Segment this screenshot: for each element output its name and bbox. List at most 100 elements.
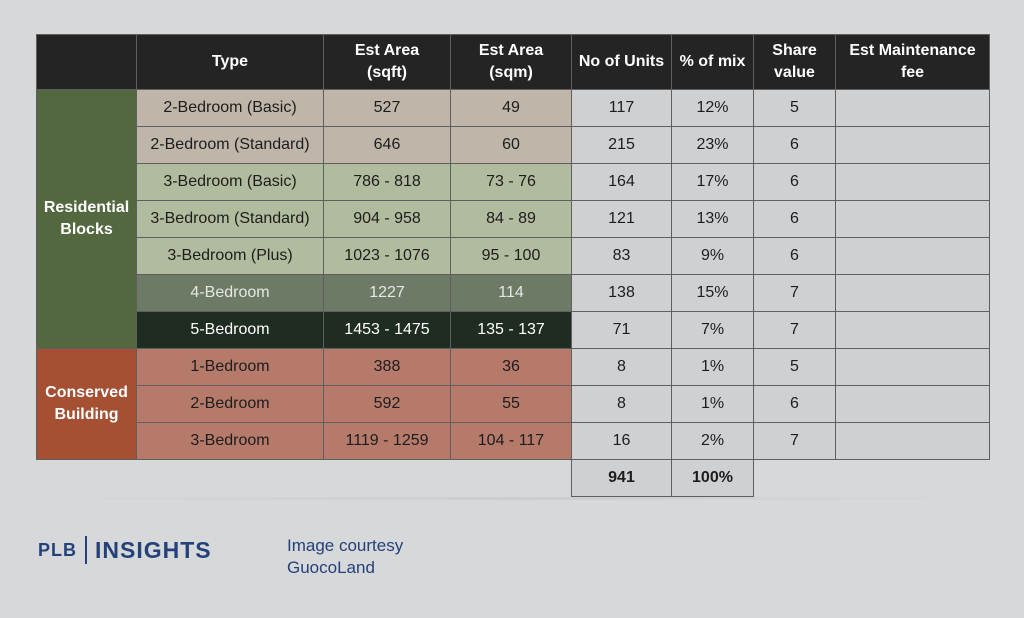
divider [36,497,990,500]
table-row: Residential Blocks 2-Bedroom (Basic) 527 49 1… [36,89,990,349]
group-label: Residential Blocks [36,89,137,349]
area-sqm-cell: 49 [450,89,572,127]
area-sqm-cell: 104 - 117 [450,422,572,460]
share-value-cell: 6 [753,385,836,423]
maintenance-fee-cell [835,163,990,201]
area-sqm-cell: 36 [450,348,572,386]
units-cell: 215 [571,126,672,164]
table-row: 2-Bedroom (Standard) 646 60 215 23% 6 [37,126,990,164]
area-sqft-cell: 1023 - 1076 [323,237,451,275]
courtesy-source: GuocoLand [287,558,375,577]
group-label: Conserved Building [36,348,137,460]
area-sqm-cell: 95 - 100 [450,237,572,275]
group-label-line: Residential [43,199,130,216]
area-sqft-cell: 786 - 818 [323,163,451,201]
mix-cell: 17% [671,163,754,201]
mix-cell: 23% [671,126,754,164]
mix-cell: 13% [671,200,754,238]
table-row: 2-Bedroom 592 55 8 1% 6 [37,385,990,423]
maintenance-fee-cell [835,237,990,275]
unit-type-cell: 2-Bedroom (Basic) [136,89,324,127]
logo-insights-text: INSIGHTS [95,536,212,563]
share-value-cell: 6 [753,200,836,238]
table-row: 3-Bedroom 1119 - 1259 104 - 117 16 2% 7 [37,422,990,460]
totals-row: 941 100% [37,459,990,497]
unit-type-cell: 3-Bedroom (Standard) [136,200,324,238]
units-cell: 8 [571,385,672,423]
logo-plb-text: PLB [38,539,77,560]
mix-header: % of mix [671,34,754,90]
units-cell: 138 [571,274,672,312]
logo-divider [85,536,87,564]
plb-insights-logo: PLB INSIGHTS [38,536,212,564]
mix-cell: 7% [671,311,754,349]
area-sqft-cell: 1119 - 1259 [323,422,451,460]
area-sqft-cell: 388 [323,348,451,386]
mix-cell: 2% [671,422,754,460]
units-header: No of Units [571,34,672,90]
area-sqft-header: Est Area (sqft) [323,34,451,90]
area-sqft-cell: 1453 - 1475 [323,311,451,349]
share-value-cell: 6 [753,237,836,275]
maintenance-fee-cell [835,385,990,423]
area-sqm-cell: 55 [450,385,572,423]
unit-type-cell: 1-Bedroom [136,348,324,386]
group-header [36,34,137,90]
share-value-cell: 5 [753,348,836,386]
unit-type-cell: 3-Bedroom (Basic) [136,163,324,201]
group-label-line: Building [54,406,119,423]
courtesy-label: Image courtesy [287,536,404,555]
area-sqft-cell: 646 [323,126,451,164]
area-sqm-cell: 114 [450,274,572,312]
unit-type-cell: 2-Bedroom [136,385,324,423]
table-row: 3-Bedroom (Standard) 904 - 958 84 - 89 121 1… [37,200,990,238]
mix-cell: 1% [671,385,754,423]
group-label-line: Blocks [60,221,113,238]
area-sqft-cell: 904 - 958 [323,200,451,238]
units-cell: 121 [571,200,672,238]
share-value-cell: 6 [753,126,836,164]
share-value-cell: 7 [753,274,836,312]
maintenance-fee-cell [835,422,990,460]
unit-type-cell: 2-Bedroom (Standard) [136,126,324,164]
maintenance-fee-cell [835,348,990,386]
maintenance-fee-cell [835,311,990,349]
table-row: 4-Bedroom 1227 114 138 15% 7 [37,274,990,312]
units-cell: 117 [571,89,672,127]
units-cell: 164 [571,163,672,201]
table-row: Conserved Building 1-Bedroom 388 36 8 1% 5 [36,348,990,460]
area-sqm-cell: 135 - 137 [450,311,572,349]
area-sqft-cell: 1227 [323,274,451,312]
mix-cell: 12% [671,89,754,127]
unit-type-cell: 4-Bedroom [136,274,324,312]
area-sqm-cell: 60 [450,126,572,164]
area-sqm-cell: 73 - 76 [450,163,572,201]
header-row: Type Est Area (sqft) Est Area (sqm) No of … [36,34,990,90]
mix-cell: 1% [671,348,754,386]
maintenance-fee-cell [835,200,990,238]
total-mix: 100% [671,459,754,497]
unit-type-cell: 3-Bedroom [136,422,324,460]
image-courtesy: Image courtesy GuocoLand [287,535,403,579]
maintenance-fee-cell [835,89,990,127]
table-row: 3-Bedroom (Basic) 786 - 818 73 - 76 164 17% 6 [37,163,990,201]
unit-type-cell: 5-Bedroom [136,311,324,349]
mix-cell: 9% [671,237,754,275]
maintenance-fee-cell [835,274,990,312]
maintenance-fee-header: Est Maintenance fee [835,34,990,90]
units-cell: 71 [571,311,672,349]
area-sqm-header: Est Area (sqm) [450,34,572,90]
total-units: 941 [571,459,672,497]
share-value-cell: 7 [753,422,836,460]
group-label-line: Conserved [45,384,128,401]
unit-type-cell: 3-Bedroom (Plus) [136,237,324,275]
units-cell: 83 [571,237,672,275]
maintenance-fee-cell [835,126,990,164]
units-cell: 8 [571,348,672,386]
table-row: 5-Bedroom 1453 - 1475 135 - 137 71 7% 7 [37,311,990,349]
units-cell: 16 [571,422,672,460]
share-value-cell: 5 [753,89,836,127]
unit-mix-table: Type Est Area (sqft) Est Area (sqm) No of … [36,34,990,497]
area-sqm-cell: 84 - 89 [450,200,572,238]
table-row: 3-Bedroom (Plus) 1023 - 1076 95 - 100 83 9% 6 [37,237,990,275]
